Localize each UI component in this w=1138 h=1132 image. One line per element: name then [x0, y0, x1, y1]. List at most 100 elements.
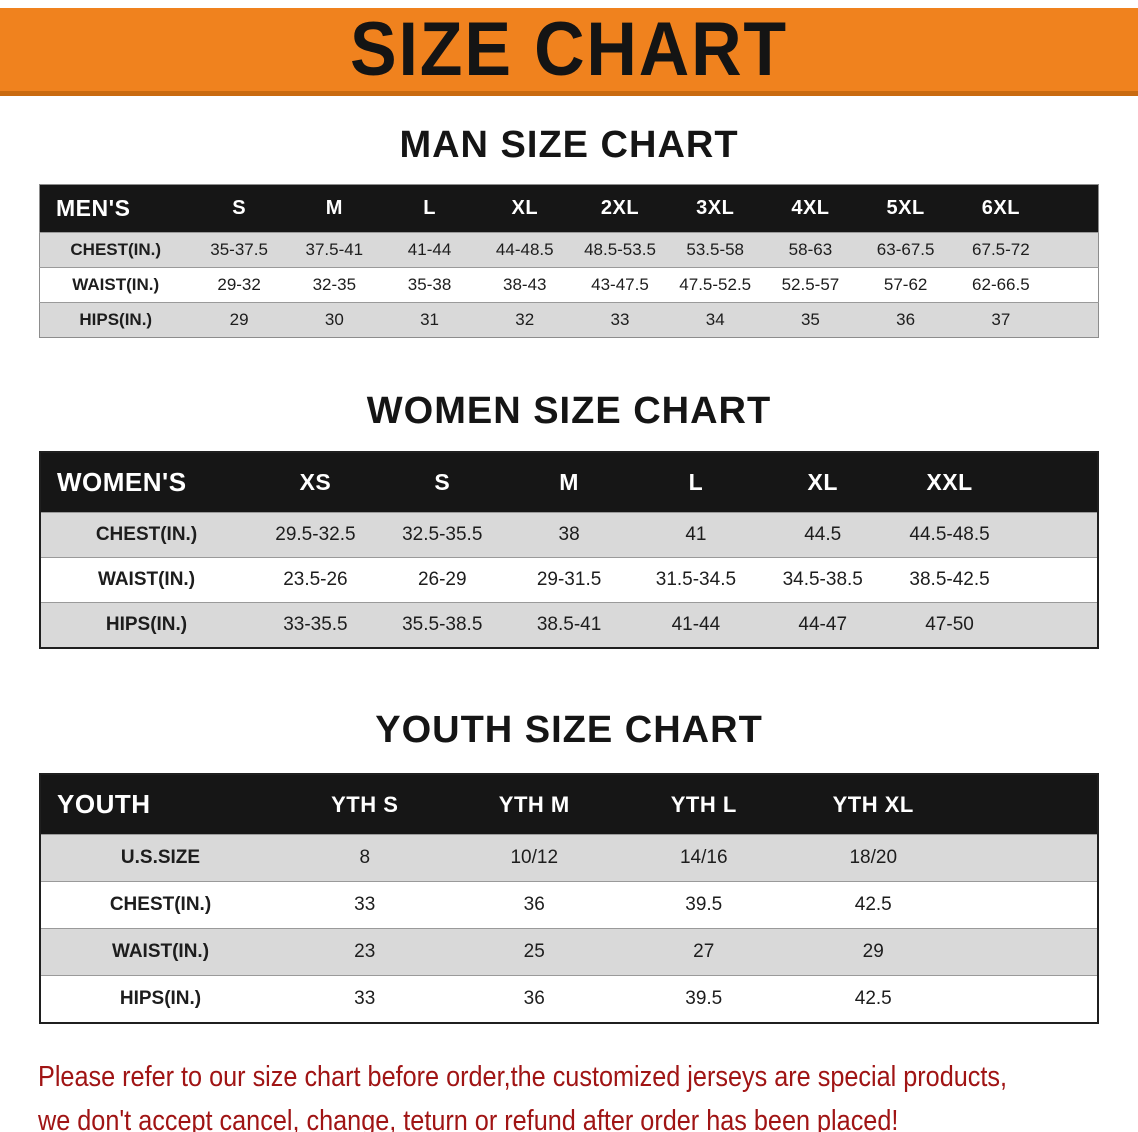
size-value: 38 [505, 512, 633, 558]
table-row: HIPS(IN.) 33 36 39.5 42.5 [40, 975, 1098, 1024]
page-title: SIZE CHART [350, 6, 788, 92]
size-value: 37 [953, 301, 1049, 338]
youth-section-heading: YOUTH SIZE CHART [375, 709, 763, 752]
size-value: 34 [667, 301, 763, 338]
size-value: 47-50 [886, 602, 1013, 649]
size-value: 58-63 [762, 231, 859, 268]
column-header: XL [477, 184, 573, 233]
size-value: 44.5-48.5 [886, 512, 1013, 558]
header-spacer [958, 774, 1098, 835]
size-value: 8 [280, 834, 450, 882]
size-value: 10/12 [449, 834, 619, 882]
row-spacer [1013, 557, 1098, 603]
row-label: WAIST(IN.) [40, 557, 252, 603]
row-spacer [958, 975, 1098, 1024]
size-value: 35-38 [381, 266, 478, 303]
table-title: YOUTH [40, 774, 280, 835]
size-value: 53.5-58 [667, 231, 763, 268]
table-row: CHEST(IN.) 29.5-32.5 32.5-35.5 38 41 44.5 44.5… [40, 512, 1098, 558]
row-spacer [958, 881, 1098, 929]
youth-size-table: YOUTH YTH S YTH M YTH L YTH XL U.S.SIZE 8 10/12… [39, 773, 1099, 1025]
size-value: 25 [449, 928, 619, 976]
table-row: WAIST(IN.) 29-32 32-35 35-38 38-43 43-47.5 47.… [39, 266, 1099, 303]
size-value: 32-35 [286, 266, 382, 303]
column-header: 6XL [953, 184, 1049, 233]
size-value: 35.5-38.5 [378, 602, 506, 649]
column-header: 2XL [572, 184, 668, 233]
table-title: MEN'S [39, 184, 192, 233]
size-value: 37.5-41 [286, 231, 382, 268]
header-row: MEN'S S M L XL 2XL 3XL 4XL 5XL 6XL [39, 184, 1099, 233]
row-label: HIPS(IN.) [39, 301, 192, 338]
size-value: 36 [449, 881, 619, 929]
row-spacer [958, 834, 1098, 882]
size-value: 67.5-72 [953, 231, 1049, 268]
size-value: 36 [858, 301, 954, 338]
table-row: CHEST(IN.) 33 36 39.5 42.5 [40, 881, 1098, 929]
table-row: CHEST(IN.) 35-37.5 37.5-41 41-44 44-48.5 48.5… [39, 231, 1099, 268]
size-value: 41 [632, 512, 760, 558]
size-value: 29 [788, 928, 958, 976]
size-value: 43-47.5 [572, 266, 668, 303]
size-value: 42.5 [788, 881, 958, 929]
size-charts: MAN SIZE CHART MEN'S S M L XL 2XL 3XL 4XL 5XL 6XL… [0, 124, 1138, 1025]
women-section-heading: WOMEN SIZE CHART [366, 389, 772, 432]
size-value: 29 [191, 301, 287, 338]
row-label: CHEST(IN.) [40, 881, 280, 929]
row-spacer [1048, 301, 1099, 338]
section-youth: YOUTH SIZE CHART YOUTH YTH S YTH M YTH L YTH… [0, 709, 1138, 1025]
size-value: 47.5-52.5 [667, 266, 763, 303]
table-row: U.S.SIZE 8 10/12 14/16 18/20 [40, 834, 1098, 882]
column-header: YTH S [280, 774, 450, 835]
size-value: 33 [280, 975, 450, 1024]
size-value: 48.5-53.5 [572, 231, 668, 268]
row-spacer [1013, 512, 1098, 558]
size-value: 29-31.5 [505, 557, 633, 603]
size-value: 32.5-35.5 [378, 512, 506, 558]
table-row: WAIST(IN.) 23.5-26 26-29 29-31.5 31.5-34.5 34… [40, 557, 1098, 603]
column-header: L [381, 184, 478, 233]
column-header: M [505, 452, 633, 513]
banner: SIZE CHART [0, 8, 1138, 96]
men-section-heading: MAN SIZE CHART [399, 124, 739, 166]
row-label: CHEST(IN.) [39, 231, 192, 268]
size-value: 44-48.5 [477, 231, 573, 268]
row-spacer [1013, 602, 1098, 649]
table-title: WOMEN'S [40, 452, 252, 513]
size-value: 33-35.5 [252, 602, 379, 649]
size-value: 31 [381, 301, 478, 338]
column-header: YTH L [619, 774, 789, 835]
disclaimer-line-1: Please refer to our size chart before or… [38, 1061, 1008, 1094]
size-value: 38-43 [477, 266, 573, 303]
row-label: HIPS(IN.) [40, 602, 252, 649]
size-value: 32 [477, 301, 573, 338]
column-header: YTH XL [788, 774, 958, 835]
size-value: 27 [619, 928, 789, 976]
size-value: 44-47 [759, 602, 887, 649]
size-value: 44.5 [759, 512, 887, 558]
column-header: L [632, 452, 760, 513]
size-value: 35-37.5 [191, 231, 287, 268]
size-value: 35 [762, 301, 859, 338]
men-size-table: MEN'S S M L XL 2XL 3XL 4XL 5XL 6XL CHEST(IN.) 35-37… [39, 183, 1099, 338]
disclaimer: Please refer to our size chart before or… [38, 1056, 1138, 1132]
column-header: S [378, 452, 506, 513]
size-value: 57-62 [858, 266, 954, 303]
size-value: 39.5 [619, 975, 789, 1024]
row-spacer [958, 928, 1098, 976]
women-size-table: WOMEN'S XS S M L XL XXL CHEST(IN.) 29.5-32.5 32.5… [39, 451, 1099, 650]
size-value: 63-67.5 [858, 231, 954, 268]
size-value: 52.5-57 [762, 266, 859, 303]
section-men: MAN SIZE CHART MEN'S S M L XL 2XL 3XL 4XL 5XL 6XL… [0, 124, 1138, 338]
size-value: 14/16 [619, 834, 789, 882]
header-row: WOMEN'S XS S M L XL XXL [40, 452, 1098, 513]
row-label: U.S.SIZE [40, 834, 280, 882]
row-label: CHEST(IN.) [40, 512, 252, 558]
size-value: 31.5-34.5 [632, 557, 760, 603]
size-value: 18/20 [788, 834, 958, 882]
size-value: 41-44 [381, 231, 478, 268]
size-value: 34.5-38.5 [759, 557, 887, 603]
row-spacer [1048, 266, 1099, 303]
table-row: HIPS(IN.) 29 30 31 32 33 34 35 36 37 [39, 301, 1099, 338]
size-value: 38.5-42.5 [886, 557, 1013, 603]
